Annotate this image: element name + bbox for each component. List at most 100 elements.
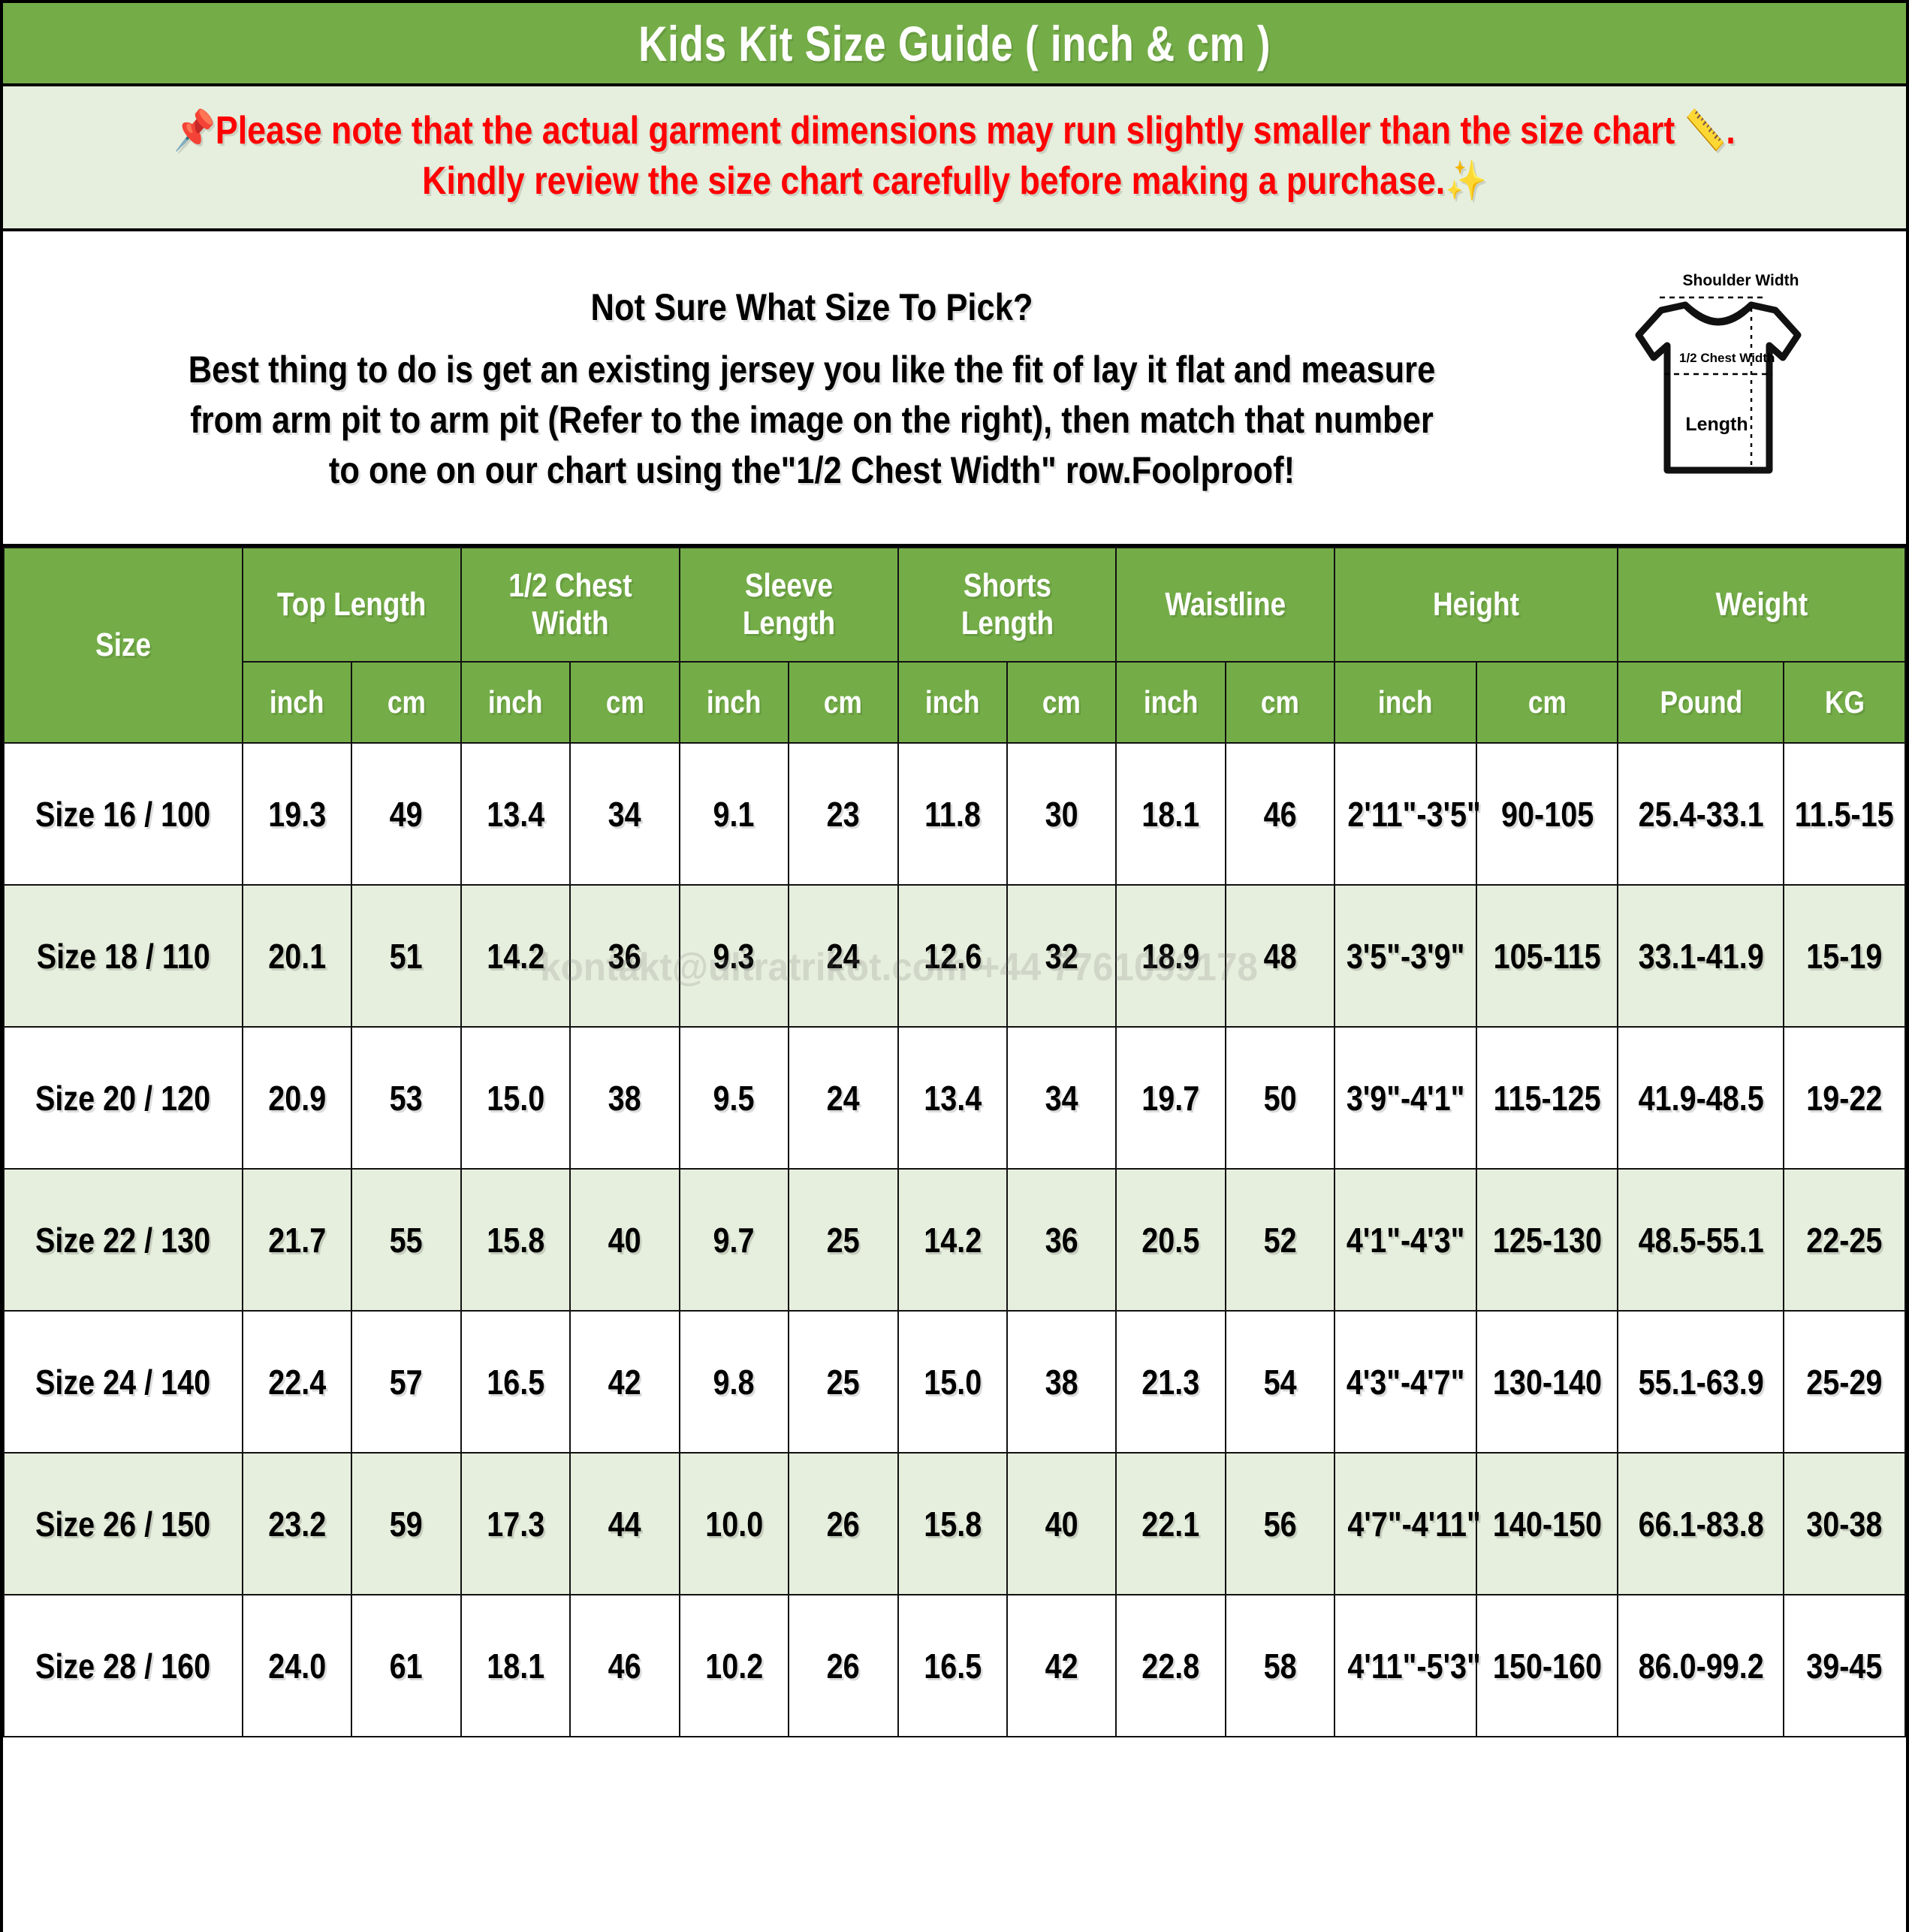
notice-line-1-tail: . (1726, 109, 1736, 152)
unit-header-7: inch (897, 661, 1009, 744)
cell-value: 48 (1224, 884, 1336, 1028)
cell-value: 24 (788, 1026, 899, 1170)
cell-value: 26 (788, 1452, 899, 1596)
cell-value: 48.5-55.1 (1617, 1168, 1785, 1312)
cell-value: 140-150 (1475, 1452, 1619, 1596)
cell-size-label: Size 24 / 140 (3, 1310, 243, 1454)
size-chart-table: Size Top Length 1/2 Chest Width Sleeve L… (3, 547, 1906, 1738)
unit-header-13: Pound (1617, 661, 1785, 744)
cell-value: 40 (569, 1168, 680, 1312)
cell-value: 66.1-83.8 (1617, 1452, 1785, 1596)
unit-header-12: cm (1475, 661, 1619, 744)
table-row: Size 18 / 110 20.1 51 14.2 36 9.3 24 12.6 32 18.9… (3, 884, 1906, 1028)
cell-value: 15.8 (897, 1452, 1009, 1596)
cell-value: 34 (1006, 1026, 1117, 1170)
table-head: Size Top Length 1/2 Chest Width Sleeve L… (3, 547, 1906, 744)
cell-value: 23 (788, 742, 899, 886)
cell-value: 21.3 (1115, 1310, 1226, 1454)
help-text-block: Not Sure What Size To Pick? Best thing t… (3, 282, 1606, 496)
help-line-3: to one on our chart using the"1/2 Chest … (328, 449, 1295, 492)
cell-value: 57 (351, 1310, 462, 1454)
cell-value: 30-38 (1783, 1452, 1906, 1596)
cell-value: 19.3 (241, 742, 353, 886)
table-row: Size 16 / 100 19.3 49 13.4 34 9.1 23 11.8 30 18.1… (3, 742, 1906, 886)
cell-value: 53 (351, 1026, 462, 1170)
unit-header-3: inch (460, 661, 571, 744)
cell-value: 16.5 (897, 1594, 1009, 1738)
cell-value: 42 (569, 1310, 680, 1454)
cell-value: 4'3"-4'7" (1334, 1310, 1477, 1454)
cell-value: 150-160 (1475, 1594, 1619, 1738)
cell-value: 14.2 (460, 884, 571, 1028)
cell-value: 20.5 (1115, 1168, 1226, 1312)
cell-value: 11.5-15 (1783, 742, 1906, 886)
tshirt-measurement-diagram: Shoulder Width 1/2 Chest Width Length (1635, 272, 1802, 474)
cell-value: 9.1 (678, 742, 790, 886)
cell-value: 54 (1224, 1310, 1336, 1454)
col-header-shorts-length: Shorts Length (897, 547, 1117, 663)
unit-header-10: cm (1224, 661, 1336, 744)
cell-value: 33.1-41.9 (1617, 884, 1785, 1028)
unit-header-11: inch (1334, 661, 1477, 744)
cell-value: 25.4-33.1 (1617, 742, 1785, 886)
cell-value: 15.0 (897, 1310, 1009, 1454)
col-header-top-length: Top Length (241, 547, 462, 663)
cell-value: 9.5 (678, 1026, 790, 1170)
cell-value: 25 (788, 1168, 899, 1312)
tshirt-body-outline (1635, 301, 1802, 474)
cell-value: 115-125 (1475, 1026, 1619, 1170)
cell-value: 24 (788, 884, 899, 1028)
unit-header-1: inch (241, 661, 353, 744)
table-body: Size 16 / 100 19.3 49 13.4 34 9.1 23 11.8 30 18.1… (3, 742, 1906, 1738)
cell-value: 19-22 (1783, 1026, 1906, 1170)
notice-band: 📌Please note that the actual garment dim… (3, 86, 1906, 232)
cell-value: 9.8 (678, 1310, 790, 1454)
pin-icon: 📌 (173, 108, 216, 153)
cell-size-label: Size 26 / 150 (3, 1452, 243, 1596)
cell-value: 20.1 (241, 884, 353, 1028)
cell-value: 9.3 (678, 884, 790, 1028)
help-heading: Not Sure What Size To Pick? (590, 286, 1033, 329)
unit-header-8: cm (1006, 661, 1117, 744)
cell-value: 86.0-99.2 (1617, 1594, 1785, 1738)
cell-value: 58 (1224, 1594, 1336, 1738)
cell-value: 51 (351, 884, 462, 1028)
cell-value: 15-19 (1783, 884, 1906, 1028)
table-row: Size 26 / 150 23.2 59 17.3 44 10.0 26 15.8 40 22.… (3, 1452, 1906, 1596)
cell-value: 44 (569, 1452, 680, 1596)
table-row: Size 20 / 120 20.9 53 15.0 38 9.5 24 13.4 34 19.7… (3, 1026, 1906, 1170)
cell-value: 22.8 (1115, 1594, 1226, 1738)
notice-line-2: Kindly review the size chart carefully b… (143, 156, 1766, 207)
unit-header-6: cm (788, 661, 899, 744)
notice-line-1-text: Please note that the actual garment dime… (215, 109, 1675, 152)
col-header-waistline: Waistline (1115, 547, 1336, 663)
col-header-height: Height (1334, 547, 1619, 663)
cell-value: 22.1 (1115, 1452, 1226, 1596)
table-row: Size 28 / 160 24.0 61 18.1 46 10.2 26 16.5 42 22.… (3, 1594, 1906, 1738)
cell-value: 22-25 (1783, 1168, 1906, 1312)
cell-value: 4'11"-5'3" (1334, 1594, 1481, 1738)
length-label: Length (1685, 414, 1748, 435)
cell-value: 90-105 (1475, 742, 1619, 886)
notice-line-2-text: Kindly review the size chart carefully b… (422, 158, 1446, 203)
cell-value: 36 (1006, 1168, 1117, 1312)
cell-value: 39-45 (1783, 1594, 1906, 1738)
cell-value: 40 (1006, 1452, 1117, 1596)
cell-value: 25-29 (1783, 1310, 1906, 1454)
cell-value: 10.2 (678, 1594, 790, 1738)
page-title: Kids Kit Size Guide ( inch & cm ) (638, 15, 1271, 71)
col-header-size: Size (3, 547, 243, 744)
cell-value: 130-140 (1475, 1310, 1619, 1454)
help-line-1: Best thing to do is get an existing jers… (188, 349, 1436, 391)
chest-width-label: 1/2 Chest Width (1679, 351, 1775, 365)
cell-value: 9.7 (678, 1168, 790, 1312)
unit-header-9: inch (1115, 661, 1226, 744)
cell-size-label: Size 22 / 130 (3, 1168, 243, 1312)
cell-value: 3'9"-4'1" (1334, 1026, 1477, 1170)
cell-value: 23.2 (241, 1452, 353, 1596)
help-line-2: from arm pit to arm pit (Refer to the im… (190, 399, 1434, 442)
cell-value: 13.4 (460, 742, 571, 886)
cell-value: 12.6 (897, 884, 1009, 1028)
page-title-bar: Kids Kit Size Guide ( inch & cm ) (3, 0, 1906, 86)
